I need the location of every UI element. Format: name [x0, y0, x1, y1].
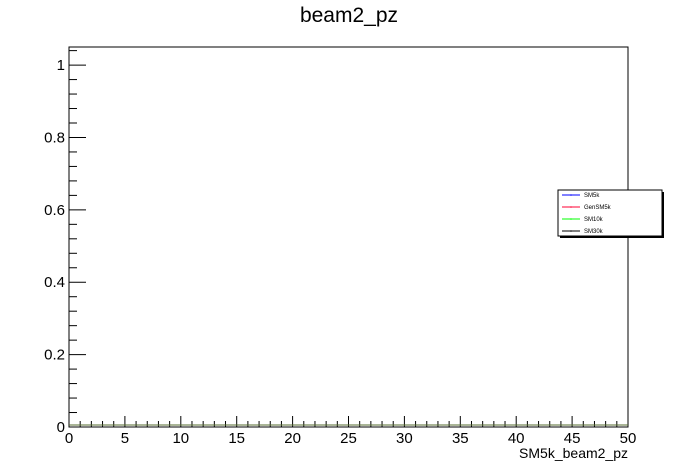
y-tick-label: 0.8: [44, 129, 65, 146]
y-tick-label: 0: [57, 419, 65, 436]
x-tick-label: 20: [284, 430, 301, 447]
legend-box: [557, 189, 663, 237]
legend-marker: [570, 206, 572, 208]
plot-frame: [68, 46, 629, 428]
legend: SM5k GenSM5k SM10k SM30k: [557, 189, 664, 238]
x-tick-label: 30: [396, 430, 413, 447]
x-axis-label: SM5k_beam2_pz: [519, 445, 628, 461]
y-tick-label: 0.2: [44, 347, 65, 364]
x-tick-label: 0: [65, 430, 73, 447]
y-tick-label: 0.4: [44, 274, 65, 291]
y-tick-label: 0.6: [44, 202, 65, 219]
x-tick-label: 40: [508, 430, 525, 447]
axes: 0 5 10 15 20 25 30 35 40 45 50 0 0.2 0.4 0.6 0.8 1: [44, 50, 637, 447]
x-tick-label: 50: [620, 430, 637, 447]
x-tick-label: 15: [228, 430, 245, 447]
legend-marker: [570, 230, 572, 232]
x-tick-label: 25: [340, 430, 357, 447]
legend-label: SM5k: [584, 193, 600, 199]
y-tick-label: 1: [57, 57, 65, 74]
legend-label: GenSM5k: [584, 205, 612, 211]
legend-marker: [570, 194, 572, 196]
x-tick-label: 45: [564, 430, 581, 447]
chart-title: beam2_pz: [300, 4, 398, 27]
legend-label: SM10k: [584, 217, 604, 223]
x-tick-label: 35: [452, 430, 469, 447]
legend-label: SM30k: [584, 229, 604, 235]
x-tick-label: 5: [121, 430, 129, 447]
x-tick-label: 10: [172, 430, 189, 447]
legend-marker: [570, 218, 572, 220]
